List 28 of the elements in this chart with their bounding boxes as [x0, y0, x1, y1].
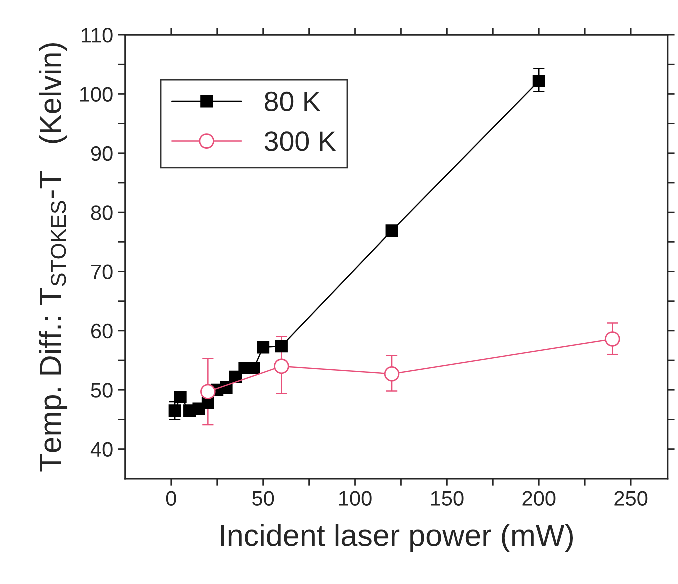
x-tick-label: 0 — [166, 491, 176, 506]
legend-label: 300 K — [264, 132, 336, 152]
y-tick-label: 90 — [91, 146, 113, 162]
x-tick-label: 150 — [431, 491, 464, 506]
point — [174, 390, 187, 404]
point — [386, 224, 398, 238]
point — [532, 74, 546, 88]
legend-label: 80 K — [265, 92, 321, 112]
y-tick-label: 50 — [91, 383, 113, 398]
y-tick-label: 60 — [92, 324, 113, 339]
point — [605, 332, 620, 347]
x-axis-title: Incident laser power (mW) — [221, 524, 574, 552]
x-tick-label: 50 — [252, 491, 274, 506]
point — [274, 358, 290, 374]
point — [200, 384, 216, 400]
y-tick-label: 110 — [82, 28, 113, 43]
y-tick-label: 70 — [92, 264, 113, 280]
y-axis-title: Temp. Diff.: T$_{STOKES}$-T (Kelvin) — [39, 43, 68, 472]
y-tick-label: 40 — [90, 442, 113, 458]
point — [384, 366, 400, 382]
x-tick-label: 250 — [614, 491, 648, 506]
point — [257, 341, 270, 354]
x-tick-label: 200 — [522, 491, 556, 506]
y-tick-label: 100 — [80, 87, 113, 102]
y-tick-label: 80 — [91, 206, 113, 220]
x-tick-label: 100 — [339, 491, 372, 506]
point — [275, 340, 288, 353]
point — [168, 404, 182, 418]
